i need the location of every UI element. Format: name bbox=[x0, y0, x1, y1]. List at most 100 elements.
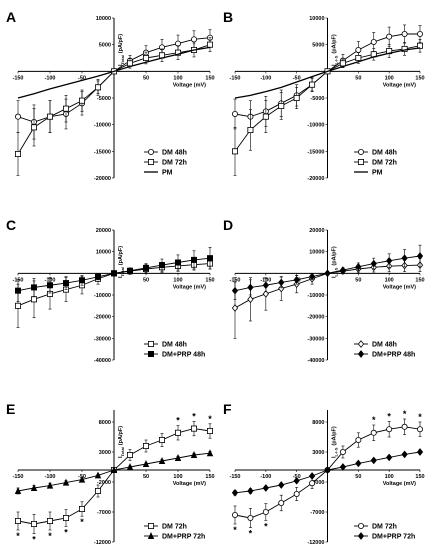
y-tick-label: -30000 bbox=[307, 336, 324, 342]
panel-letter: D bbox=[223, 217, 233, 233]
data-point bbox=[79, 505, 86, 512]
data-point bbox=[95, 84, 102, 91]
x-tick-label: 50 bbox=[143, 277, 149, 283]
data-point bbox=[190, 451, 198, 459]
x-tick-label: -100 bbox=[44, 474, 55, 480]
y-tick-label: 8000 bbox=[312, 420, 324, 426]
y-axis-title: ITotal(pA/pF) bbox=[118, 246, 125, 278]
legend-marker bbox=[357, 350, 365, 358]
legend-entry: DM+PRP 48h bbox=[354, 350, 415, 359]
series-line bbox=[234, 47, 421, 99]
y-axis-title-unit: (pA/pF) bbox=[332, 426, 338, 445]
y-tick-label: -15000 bbox=[94, 149, 111, 155]
data-point bbox=[324, 269, 331, 278]
data-point bbox=[231, 148, 238, 155]
data-point bbox=[174, 429, 181, 436]
data-point bbox=[206, 427, 213, 434]
panel-f: F-150-100-505010015080003000-2000-7000-1… bbox=[223, 401, 425, 546]
y-tick-label: 5000 bbox=[99, 43, 111, 49]
legend-label: PM bbox=[372, 170, 383, 177]
y-tick-label: -7000 bbox=[97, 510, 111, 516]
y-axis-title-symbol: I bbox=[118, 276, 124, 278]
data-point bbox=[386, 453, 393, 462]
data-point bbox=[293, 95, 300, 102]
data-point bbox=[278, 103, 285, 110]
y-tick-label: -5000 bbox=[310, 96, 324, 102]
data-point bbox=[30, 521, 37, 528]
y-tick-label: 10000 bbox=[309, 16, 324, 22]
y-tick-label: 3000 bbox=[312, 450, 324, 456]
panel-letter: A bbox=[6, 9, 16, 25]
significance-star: * bbox=[32, 535, 36, 545]
data-point bbox=[94, 471, 102, 479]
series-1 bbox=[231, 448, 424, 497]
data-point bbox=[355, 47, 362, 54]
significance-star: * bbox=[16, 531, 20, 541]
data-point bbox=[293, 275, 300, 284]
data-point bbox=[247, 515, 254, 522]
y-tick-label: -40000 bbox=[94, 358, 111, 364]
y-axis-title-unit: (pA/pF) bbox=[332, 34, 338, 53]
x-tick-label: 50 bbox=[355, 75, 361, 81]
series-2 bbox=[17, 46, 211, 99]
legend-label: DM 72h bbox=[162, 524, 187, 531]
data-point bbox=[14, 487, 22, 495]
x-axis-title: Voltage (mV) bbox=[173, 82, 206, 88]
y-tick-label: -10000 bbox=[94, 293, 111, 299]
data-point bbox=[355, 436, 362, 443]
y-tick-label: -20000 bbox=[94, 176, 111, 182]
data-point bbox=[401, 254, 408, 263]
data-point bbox=[174, 259, 181, 266]
x-tick-label: 50 bbox=[355, 277, 361, 283]
data-point bbox=[309, 81, 316, 88]
data-point bbox=[262, 290, 269, 298]
data-point bbox=[95, 487, 102, 494]
data-point bbox=[262, 484, 269, 492]
x-tick-label: 150 bbox=[415, 75, 424, 81]
legend-marker bbox=[147, 532, 155, 539]
data-point bbox=[416, 30, 423, 37]
data-point bbox=[14, 287, 21, 294]
legend-marker bbox=[357, 148, 364, 155]
y-axis-title-subscript: Total bbox=[120, 55, 125, 64]
data-point bbox=[206, 255, 213, 262]
significance-star: * bbox=[192, 411, 196, 421]
legend-label: DM+PRP 72h bbox=[162, 534, 205, 541]
data-point bbox=[401, 423, 408, 430]
panel-letter: F bbox=[223, 401, 232, 417]
x-tick-label: 100 bbox=[173, 277, 182, 283]
legend-label: DM+PRP 72h bbox=[372, 534, 415, 541]
y-axis-title: IL-I-S(pA/pF) bbox=[332, 246, 339, 278]
panel-a: A -150 -100 -50 50 100 150 10000 5000 -5000 -10000… bbox=[6, 9, 215, 182]
y-tick-label: 20000 bbox=[96, 228, 111, 234]
data-point bbox=[126, 463, 134, 471]
y-tick-label: 20000 bbox=[309, 228, 324, 234]
data-point bbox=[79, 277, 86, 284]
y-tick-label: -7000 bbox=[310, 510, 324, 516]
data-point bbox=[355, 459, 362, 468]
data-point bbox=[278, 278, 285, 287]
data-point bbox=[401, 30, 408, 37]
y-axis-title-subscript: Total bbox=[120, 447, 125, 456]
data-point bbox=[127, 60, 134, 67]
significance-star: * bbox=[418, 412, 422, 422]
data-point bbox=[158, 436, 165, 443]
x-tick-label: 100 bbox=[385, 75, 394, 81]
y-tick-label: -40000 bbox=[307, 358, 324, 364]
data-point bbox=[355, 262, 362, 271]
x-tick-label: -100 bbox=[260, 474, 271, 480]
legend-label: PM bbox=[162, 170, 173, 177]
x-axis-title: Voltage (mV) bbox=[383, 481, 416, 487]
legend-marker bbox=[357, 523, 364, 530]
data-point bbox=[231, 304, 239, 312]
data-point bbox=[339, 463, 347, 471]
data-point bbox=[231, 286, 239, 295]
data-point bbox=[386, 33, 393, 40]
data-point bbox=[206, 449, 214, 457]
significance-star: * bbox=[80, 517, 84, 527]
data-point bbox=[110, 466, 118, 474]
significance-star: * bbox=[372, 415, 376, 425]
data-point bbox=[416, 426, 423, 433]
x-tick-label: -150 bbox=[12, 75, 23, 81]
data-point bbox=[386, 426, 393, 433]
